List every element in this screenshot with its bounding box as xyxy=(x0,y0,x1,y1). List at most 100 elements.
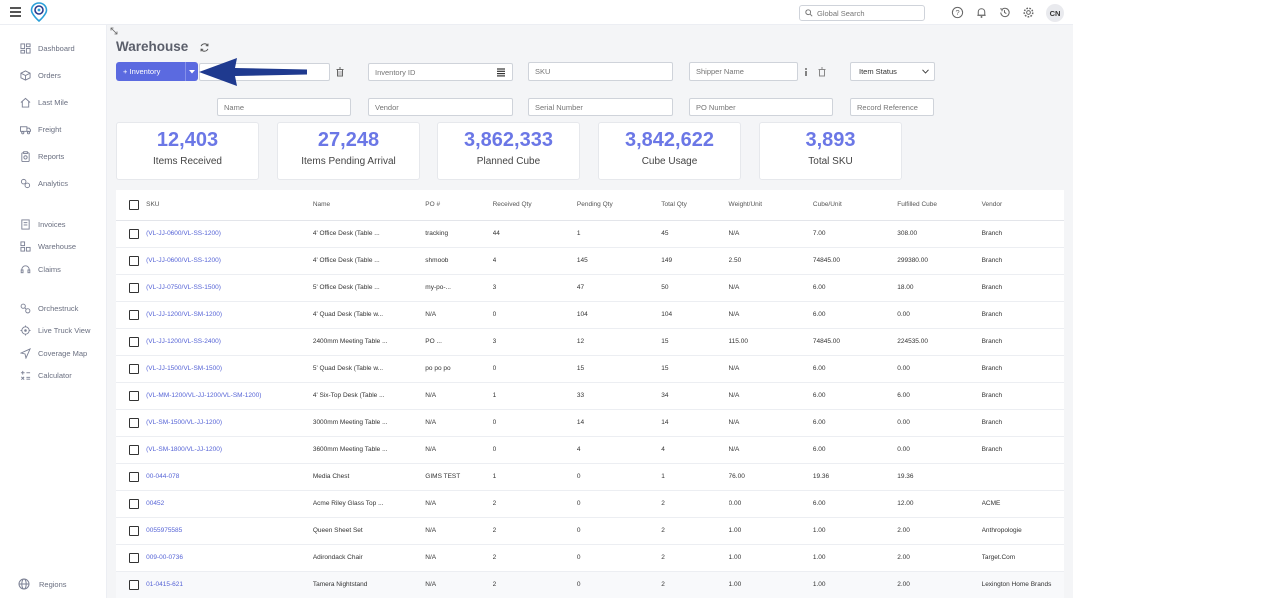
column-header-cube-unit[interactable]: Cube/Unit xyxy=(812,190,898,221)
row-checkbox[interactable] xyxy=(129,309,139,320)
sidebar-item-coverage-map[interactable]: Coverage Map xyxy=(20,346,87,360)
po-number-input[interactable] xyxy=(696,102,832,112)
refresh-icon[interactable] xyxy=(199,42,210,53)
table-row[interactable]: 01-0415-621 Tamera Nightstand N/A 2 0 2 1.00 1.… xyxy=(116,571,1064,598)
inventory-dropdown-toggle[interactable] xyxy=(185,62,198,81)
column-header-total-qty[interactable]: Total Qty xyxy=(661,190,729,221)
inventory-search-field[interactable] xyxy=(199,63,330,81)
vendor-input[interactable] xyxy=(375,102,512,112)
row-checkbox[interactable] xyxy=(129,228,139,239)
item-status-select[interactable]: Item Status xyxy=(850,62,935,81)
column-header-pending-qty[interactable]: Pending Qty xyxy=(576,190,662,221)
global-search[interactable] xyxy=(799,5,925,21)
row-checkbox[interactable] xyxy=(129,417,139,428)
cell-sku[interactable]: (VL-JJ-1200/VL-SM-1200) xyxy=(146,301,313,329)
cell-sku[interactable]: 00-044-078 xyxy=(146,463,313,491)
inventory-search-input[interactable] xyxy=(206,67,329,77)
list-icon[interactable] xyxy=(496,67,506,77)
serial-number-input[interactable] xyxy=(535,102,672,112)
cell-sku[interactable]: (VL-SM-1800/VL-JJ-1200) xyxy=(146,436,313,464)
global-search-input[interactable] xyxy=(817,8,917,18)
column-header-name[interactable]: Name xyxy=(312,190,426,221)
row-checkbox[interactable] xyxy=(129,390,139,401)
row-checkbox[interactable] xyxy=(129,552,139,563)
select-all-checkbox[interactable] xyxy=(129,199,139,210)
gear-icon[interactable] xyxy=(1022,6,1035,19)
vendor-field[interactable] xyxy=(368,98,513,116)
inventory-id-input[interactable] xyxy=(375,67,512,77)
column-header-sku[interactable]: SKU xyxy=(146,190,313,221)
serial-number-field[interactable] xyxy=(528,98,673,116)
row-checkbox[interactable] xyxy=(129,336,139,347)
name-field[interactable] xyxy=(217,98,351,116)
sidebar-item-dashboard[interactable]: Dashboard xyxy=(20,41,75,55)
row-checkbox[interactable] xyxy=(129,579,139,590)
hamburger-menu-icon[interactable] xyxy=(10,7,21,17)
cell-sku[interactable]: (VL-JJ-0600/VL-SS-1200) xyxy=(146,220,313,248)
row-checkbox[interactable] xyxy=(129,471,139,482)
sidebar-item-reports[interactable]: Reports xyxy=(20,149,64,163)
history-icon[interactable] xyxy=(998,6,1011,19)
record-reference-input[interactable] xyxy=(857,102,933,112)
row-checkbox[interactable] xyxy=(129,525,139,536)
column-header-vendor[interactable]: Vendor xyxy=(981,190,1064,221)
table-row[interactable]: (VL-SM-1500/VL-JJ-1200) 3000mm Meeting Ta… xyxy=(116,409,1064,437)
inventory-button[interactable]: + Inventory xyxy=(116,62,198,81)
sidebar-item-last-mile[interactable]: Last Mile xyxy=(20,95,68,109)
po-number-field[interactable] xyxy=(689,98,833,116)
sidebar-item-orders[interactable]: Orders xyxy=(20,68,61,82)
sidebar-item-analytics[interactable]: Analytics xyxy=(20,176,68,190)
trash-icon[interactable] xyxy=(817,67,827,77)
sku-field[interactable] xyxy=(528,62,673,81)
table-row[interactable]: (VL-MM-1200/VL-JJ-1200/VL-SM-1200) 4' Six… xyxy=(116,382,1064,410)
column-header-fulfilled-cube[interactable]: Fulfilled Cube xyxy=(897,190,982,221)
sidebar-item-regions[interactable]: Regions xyxy=(18,577,67,591)
cell-sku[interactable]: (VL-SM-1500/VL-JJ-1200) xyxy=(146,409,313,437)
row-checkbox[interactable] xyxy=(129,498,139,509)
table-row[interactable]: (VL-JJ-0600/VL-SS-1200) 4' Office Desk (T… xyxy=(116,220,1064,248)
sidebar-item-calculator[interactable]: Calculator xyxy=(20,368,72,382)
row-checkbox[interactable] xyxy=(129,255,139,266)
help-icon[interactable]: ? xyxy=(951,6,964,19)
cell-sku[interactable]: (VL-JJ-0750/VL-SS-1500) xyxy=(146,274,313,302)
sidebar-item-invoices[interactable]: Invoices xyxy=(20,217,66,231)
shipper-name-input[interactable] xyxy=(696,67,797,76)
row-checkbox[interactable] xyxy=(129,444,139,455)
table-row[interactable]: 00-044-078 Media Chest GIMS TEST 1 0 1 76.00 19… xyxy=(116,463,1064,491)
inventory-button-main[interactable]: + Inventory xyxy=(123,67,161,76)
record-reference-field[interactable] xyxy=(850,98,934,116)
table-row[interactable]: (VL-JJ-1200/VL-SM-1200) 4' Quad Desk (Tab… xyxy=(116,301,1064,329)
table-row[interactable]: (VL-SM-1800/VL-JJ-1200) 3600mm Meeting Ta… xyxy=(116,436,1064,464)
sidebar-item-warehouse[interactable]: Warehouse xyxy=(20,239,76,253)
user-avatar[interactable]: CN xyxy=(1046,4,1064,22)
column-header-weight-unit[interactable]: Weight/Unit xyxy=(728,190,813,221)
name-input[interactable] xyxy=(224,102,350,112)
cell-sku[interactable]: 01-0415-621 xyxy=(146,571,313,598)
table-row[interactable]: 00452 Acme Riley Glass Top ... N/A 2 0 2 0.00 6… xyxy=(116,490,1064,518)
table-row[interactable]: (VL-JJ-1500/VL-SM-1500) 5' Quad Desk (Tab… xyxy=(116,355,1064,383)
row-checkbox[interactable] xyxy=(129,282,139,293)
table-row[interactable]: (VL-JJ-1200/VL-SS-2400) 2400mm Meeting Ta… xyxy=(116,328,1064,356)
sku-input[interactable] xyxy=(535,67,672,76)
sidebar-item-freight[interactable]: Freight xyxy=(20,122,61,136)
shipper-name-field[interactable] xyxy=(689,62,798,81)
info-icon[interactable] xyxy=(801,67,811,77)
bell-icon[interactable] xyxy=(975,6,988,19)
table-row[interactable]: (VL-JJ-0750/VL-SS-1500) 5' Office Desk (T… xyxy=(116,274,1064,302)
column-header-received-qty[interactable]: Received Qty xyxy=(492,190,577,221)
expand-icon[interactable] xyxy=(110,27,118,35)
sidebar-item-orchestruck[interactable]: Orchestruck xyxy=(20,301,78,315)
sidebar-item-claims[interactable]: Claims xyxy=(20,262,61,276)
cell-sku[interactable]: (VL-JJ-1500/VL-SM-1500) xyxy=(146,355,313,383)
app-logo-icon[interactable] xyxy=(30,2,48,22)
cell-sku[interactable]: (VL-JJ-0600/VL-SS-1200) xyxy=(146,247,313,275)
column-header-po[interactable]: PO # xyxy=(425,190,493,221)
table-row[interactable]: 009-00-0736 Adirondack Chair N/A 2 0 2 1.00 1.0… xyxy=(116,544,1064,572)
cell-sku[interactable]: (VL-MM-1200/VL-JJ-1200/VL-SM-1200) xyxy=(146,382,313,410)
cell-sku[interactable]: 0055975585 xyxy=(146,517,313,545)
cell-sku[interactable]: (VL-JJ-1200/VL-SS-2400) xyxy=(146,328,313,356)
row-checkbox[interactable] xyxy=(129,363,139,374)
cell-sku[interactable]: 00452 xyxy=(146,490,313,518)
cell-sku[interactable]: 009-00-0736 xyxy=(146,544,313,572)
inventory-id-field[interactable] xyxy=(368,63,513,81)
